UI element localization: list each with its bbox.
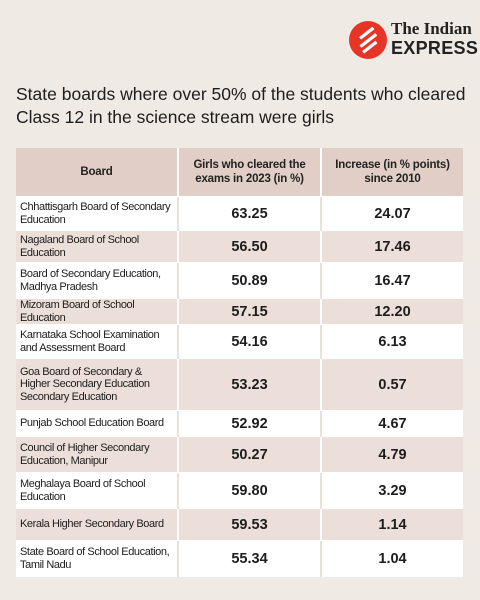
increase-cell: 24.07 bbox=[320, 196, 463, 231]
column-header-board: Board bbox=[16, 148, 178, 197]
table-row: Karnataka School Examination and Assessm… bbox=[16, 324, 463, 359]
increase-cell: 4.79 bbox=[320, 436, 463, 473]
board-name-cell: Chhattisgarh Board of Secondary Educatio… bbox=[16, 196, 178, 231]
board-name-cell: Meghalaya Board of School Education bbox=[16, 472, 178, 509]
girls-percent-cell: 57.15 bbox=[177, 298, 321, 325]
chart-title: State boards where over 50% of the stude… bbox=[16, 84, 466, 127]
girls-percent-cell: 52.92 bbox=[177, 410, 321, 437]
girls-percent-cell: 55.34 bbox=[177, 540, 321, 577]
board-name-cell: Goa Board of Secondary & Higher Secondar… bbox=[16, 358, 178, 411]
board-name-cell: Board of Secondary Education, Madhya Pra… bbox=[16, 262, 178, 299]
table-row: Board of Secondary Education, Madhya Pra… bbox=[16, 262, 463, 299]
table-row: Kerala Higher Secondary Board 59.53 1.14 bbox=[16, 508, 463, 541]
girls-percent-cell: 59.53 bbox=[177, 508, 321, 541]
board-name-cell: State Board of School Education, Tamil N… bbox=[16, 540, 178, 577]
girls-percent-cell: 54.16 bbox=[177, 324, 321, 359]
board-name-cell: Kerala Higher Secondary Board bbox=[16, 508, 178, 541]
board-name-cell: Council of Higher Secondary Education, M… bbox=[16, 436, 178, 473]
board-name-cell: Karnataka School Examination and Assessm… bbox=[16, 324, 178, 359]
boards-table: Board Girls who cleared the exams in 202… bbox=[16, 148, 463, 577]
increase-cell: 17.46 bbox=[320, 230, 463, 263]
indian-express-logo: The Indian EXPRESS bbox=[349, 20, 478, 62]
girls-percent-cell: 50.89 bbox=[177, 262, 321, 299]
table-row: Goa Board of Secondary & Higher Secondar… bbox=[16, 358, 463, 411]
girls-percent-cell: 53.23 bbox=[177, 358, 321, 411]
table-row: Mizoram Board of School Education 57.15 12… bbox=[16, 298, 463, 325]
table-row: State Board of School Education, Tamil N… bbox=[16, 540, 463, 577]
express-logo-icon bbox=[349, 21, 387, 59]
girls-percent-cell: 59.80 bbox=[177, 472, 321, 509]
table-header-row: Board Girls who cleared the exams in 202… bbox=[16, 148, 463, 197]
table-row: Meghalaya Board of School Education 59.80… bbox=[16, 472, 463, 509]
logo-wordmark: The Indian EXPRESS bbox=[391, 19, 479, 59]
girls-percent-cell: 50.27 bbox=[177, 436, 321, 473]
table-row: Nagaland Board of School Education 56.50 1… bbox=[16, 230, 463, 263]
board-name-cell: Mizoram Board of School Education bbox=[16, 298, 178, 325]
table-row: Chhattisgarh Board of Secondary Educatio… bbox=[16, 196, 463, 231]
table-row: Council of Higher Secondary Education, M… bbox=[16, 436, 463, 473]
board-name-cell: Punjab School Education Board bbox=[16, 410, 178, 437]
increase-cell: 12.20 bbox=[320, 298, 463, 325]
column-header-increase: Increase (in % points) since 2010 bbox=[320, 148, 463, 197]
table-body: Chhattisgarh Board of Secondary Educatio… bbox=[16, 196, 463, 577]
logo-line-1: The Indian bbox=[391, 19, 472, 38]
increase-cell: 0.57 bbox=[320, 358, 463, 411]
girls-percent-cell: 56.50 bbox=[177, 230, 321, 263]
column-header-girls: Girls who cleared the exams in 2023 (in … bbox=[177, 148, 321, 197]
increase-cell: 3.29 bbox=[320, 472, 463, 509]
girls-percent-cell: 63.25 bbox=[177, 196, 321, 231]
increase-cell: 16.47 bbox=[320, 262, 463, 299]
increase-cell: 1.14 bbox=[320, 508, 463, 541]
table-row: Punjab School Education Board 52.92 4.67 bbox=[16, 410, 463, 437]
increase-cell: 4.67 bbox=[320, 410, 463, 437]
increase-cell: 1.04 bbox=[320, 540, 463, 577]
logo-line-2: EXPRESS bbox=[391, 38, 479, 58]
board-name-cell: Nagaland Board of School Education bbox=[16, 230, 178, 263]
increase-cell: 6.13 bbox=[320, 324, 463, 359]
